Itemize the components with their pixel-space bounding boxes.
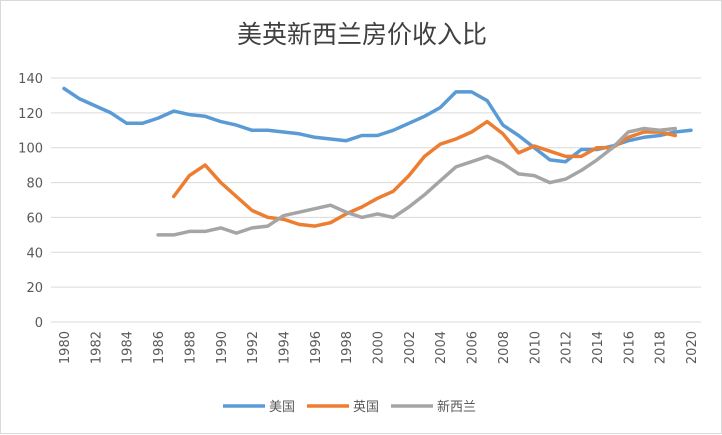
x-tick-label: 2000 <box>372 331 387 364</box>
legend-label: 美国 <box>269 400 295 415</box>
y-tick-label: 100 <box>18 142 43 157</box>
x-tick-label: 2016 <box>622 331 637 364</box>
y-tick-label: 140 <box>18 72 43 87</box>
series-line-英国 <box>171 119 678 228</box>
x-tick-label: 1984 <box>121 331 136 364</box>
x-tick-label: 2012 <box>560 331 575 364</box>
x-tick-label: 1990 <box>215 331 230 364</box>
y-tick-label: 80 <box>26 177 43 192</box>
chart-title: 美英新西兰房价收入比 <box>237 20 487 49</box>
x-tick-label: 1988 <box>183 331 198 364</box>
x-tick-label: 1996 <box>309 331 324 364</box>
x-tick-label: 2004 <box>434 331 449 364</box>
legend-label: 英国 <box>353 400 379 415</box>
x-tick-label: 2008 <box>497 331 512 364</box>
y-tick-label: 20 <box>26 281 43 296</box>
y-tick-label: 40 <box>26 246 43 261</box>
x-tick-label: 1980 <box>58 331 73 364</box>
x-tick-label: 2010 <box>528 331 543 364</box>
x-tick-label: 2014 <box>591 331 606 364</box>
x-tick-label: 2002 <box>403 331 418 364</box>
series-line-美国 <box>62 86 693 164</box>
y-tick-label: 120 <box>18 107 43 122</box>
x-tick-label: 2020 <box>685 331 700 364</box>
x-tick-label: 2006 <box>466 331 481 364</box>
x-tick-label: 1982 <box>89 331 104 364</box>
series-line-新西兰 <box>156 126 678 237</box>
y-tick-label: 0 <box>35 316 43 331</box>
x-tick-label: 1992 <box>246 331 261 364</box>
legend-label: 新西兰 <box>437 399 476 415</box>
x-tick-label: 2018 <box>654 331 669 364</box>
x-tick-label: 1998 <box>340 331 355 364</box>
x-tick-label: 1986 <box>152 331 167 364</box>
x-tick-label: 1994 <box>277 331 292 364</box>
y-tick-label: 60 <box>26 211 43 226</box>
